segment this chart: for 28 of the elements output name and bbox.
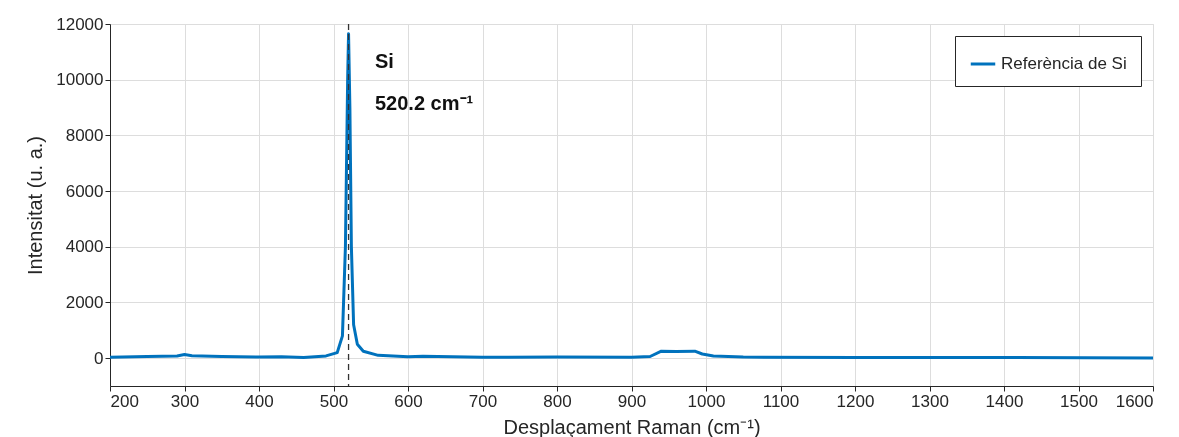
x-tick-label: 1500 <box>1060 391 1098 411</box>
x-tick-label: 1400 <box>985 391 1024 411</box>
y-tick-label: 4000 <box>65 237 104 257</box>
x-tick-label: 1000 <box>687 391 726 411</box>
x-tick-label: 1600 <box>1115 391 1154 411</box>
y-tick-label: 12000 <box>56 14 104 34</box>
y-tick-label: 10000 <box>56 70 104 90</box>
x-tick-label: 800 <box>543 391 572 411</box>
legend-label: Referència de Si <box>1001 54 1127 73</box>
y-axis-title: Intensitat (u. a.) <box>24 136 47 275</box>
x-tick-label: 500 <box>319 391 349 411</box>
x-tick-label: 200 <box>110 391 139 411</box>
x-tick-label: 900 <box>617 391 647 411</box>
y-tick-label: 6000 <box>65 181 104 201</box>
y-tick-label: 0 <box>94 348 104 368</box>
x-tick-label: 1100 <box>762 391 800 411</box>
x-tick-label: 1300 <box>911 391 949 411</box>
annotation: Si <box>375 50 394 72</box>
x-tick-label: 300 <box>170 391 200 411</box>
x-axis-title: Desplaçament Raman (cm⁻¹) <box>503 415 761 437</box>
x-tick-label: 400 <box>245 391 274 411</box>
x-tick-label: 1200 <box>836 391 875 411</box>
y-tick-label: 2000 <box>65 292 104 312</box>
x-tick-label: 600 <box>394 391 423 411</box>
annotation: 520.2 cm⁻¹ <box>375 92 474 114</box>
line-series <box>108 32 1155 360</box>
y-tick-label: 8000 <box>65 125 104 145</box>
x-tick-label: 700 <box>468 391 498 411</box>
